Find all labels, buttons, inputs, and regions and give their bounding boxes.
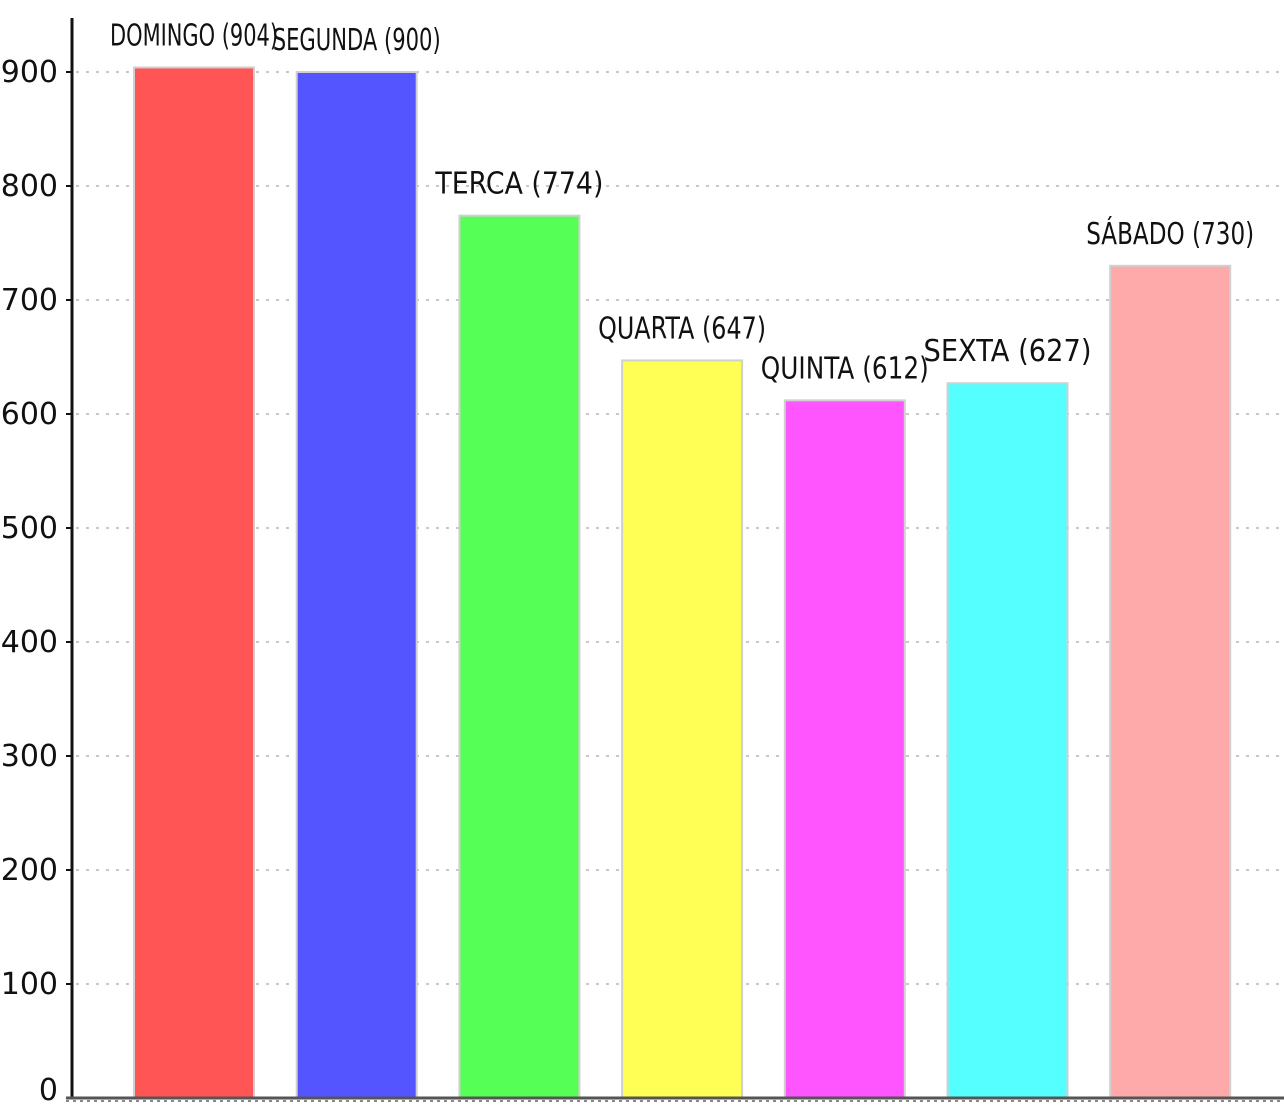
y-tick-label: 200 (1, 853, 58, 888)
bar-data-label: SÁBADO (730) (1086, 216, 1254, 252)
bar-segunda (295, 71, 418, 1099)
bar-quarta (621, 359, 744, 1100)
y-tick-labels: 0 100 200 300 400 500 600 700 800 900 (1, 55, 58, 1108)
bar-data-label: QUINTA (612) (761, 351, 929, 386)
axes (66, 18, 1284, 1102)
gridlines (76, 71, 1284, 985)
y-tick-label: 700 (1, 283, 58, 318)
y-tick-label: 100 (1, 967, 58, 1002)
bar-data-label: DOMINGO (904) (110, 18, 278, 53)
bar-data-labels: DOMINGO (904)SEGUNDA (900) TERCA (774) QUA… (110, 18, 1254, 386)
y-tick-label: 0 (39, 1073, 58, 1108)
bars (133, 66, 1232, 1100)
y-tick-label: 300 (1, 739, 58, 774)
bar-sexta (946, 382, 1069, 1100)
y-tick-label: 600 (1, 397, 58, 432)
bar-terca (458, 214, 581, 1099)
bar-sábado (1109, 264, 1232, 1099)
bar-data-label: TERCA (774) (435, 167, 604, 202)
y-tick-label: 500 (1, 511, 58, 546)
bar-data-label: SEGUNDA (900) (273, 23, 441, 58)
y-tick-label: 400 (1, 625, 58, 660)
bar-quinta (783, 399, 906, 1099)
bar-data-label: QUARTA (647) (598, 311, 766, 346)
bar-domingo (133, 66, 255, 1100)
bar-data-label: SEXTA (627) (924, 334, 1092, 369)
y-tick-label: 800 (1, 169, 58, 204)
y-tick-label: 900 (1, 55, 58, 90)
